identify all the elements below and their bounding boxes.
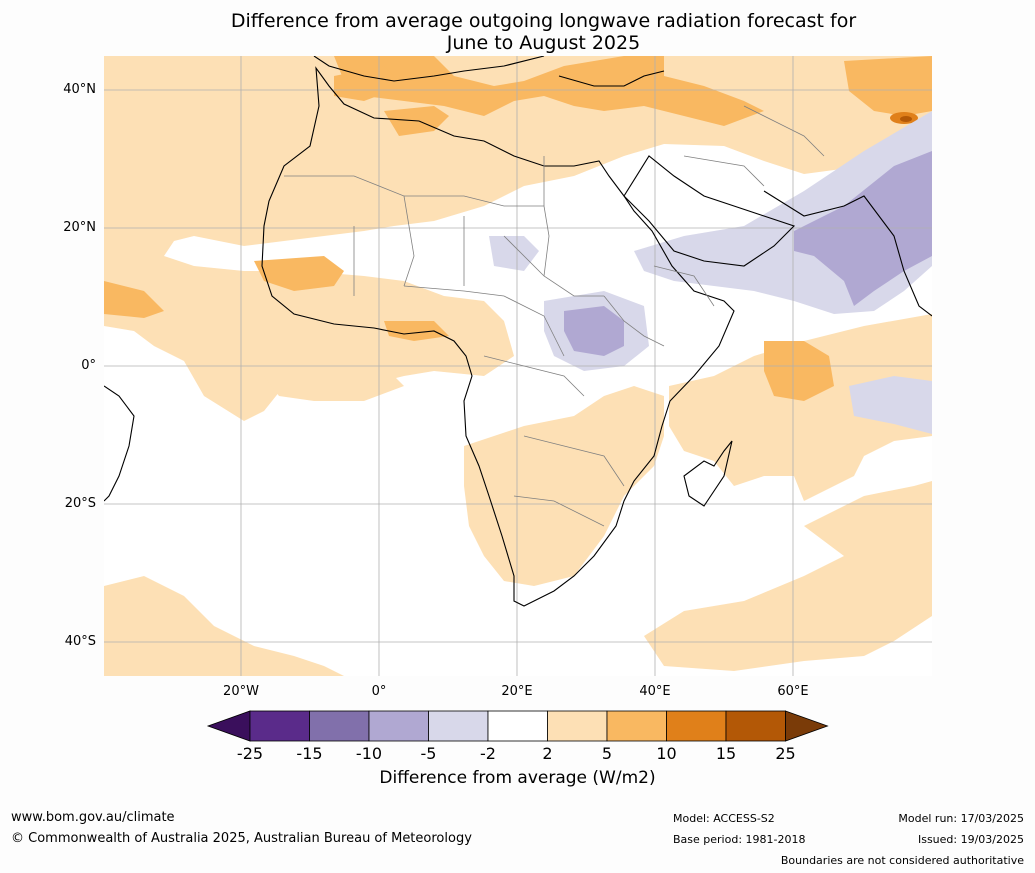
anomaly-map — [104, 56, 932, 676]
colorbar-segment — [249, 710, 310, 742]
base-period-text: Base period: 1981-2018 — [673, 833, 806, 846]
colorbar — [206, 710, 829, 742]
map-title: Difference from average outgoing longwav… — [0, 10, 1035, 54]
anomaly-2-to-5-fill — [104, 56, 932, 676]
website-link[interactable]: www.bom.gov.au/climate — [11, 810, 175, 825]
colorbar-segments — [206, 710, 829, 742]
colorbar-tick-label: 2 — [542, 744, 553, 763]
x-tick-label: 0° — [371, 684, 387, 699]
graticule — [104, 56, 932, 676]
colorbar-tick-label: 15 — [715, 744, 737, 763]
colorbar-segment — [666, 710, 727, 742]
y-tick-label: 0° — [81, 358, 96, 373]
colorbar-segment — [368, 710, 429, 742]
y-tick-label: 20°N — [63, 220, 96, 235]
map-svg — [104, 56, 932, 676]
model-text: Model: ACCESS-S2 — [673, 812, 775, 825]
colorbar-segment — [428, 710, 489, 742]
colorbar-segment — [606, 710, 667, 742]
colorbar-extend-low — [206, 710, 251, 742]
issued-text: Issued: 19/03/2025 — [917, 833, 1024, 846]
colorbar-tick-label: -2 — [480, 744, 496, 763]
y-tick-label: 20°S — [64, 496, 96, 511]
country-borders — [284, 105, 825, 527]
disclaimer-text: Boundaries are not considered authoritat… — [780, 854, 1024, 867]
x-tick-label: 60°E — [777, 684, 809, 699]
colorbar-title: Difference from average (W/m2) — [379, 768, 656, 788]
anomaly-15-to-25-spot — [900, 116, 912, 122]
map-title-line-2: June to August 2025 — [446, 32, 641, 54]
model-run-text: Model run: 17/03/2025 — [898, 812, 1024, 825]
coastlines — [104, 56, 932, 607]
x-tick-label: 20°E — [501, 684, 533, 699]
colorbar-segment — [547, 710, 608, 742]
colorbar-tick-label: -5 — [420, 744, 437, 763]
colorbar-tick-label: -15 — [296, 744, 323, 763]
colorbar-segment — [725, 710, 786, 742]
colorbar-segment — [309, 710, 370, 742]
copyright-text: © Commonwealth of Australia 2025, Austra… — [11, 831, 472, 846]
y-tick-label: 40°N — [63, 82, 96, 97]
y-tick-label: 40°S — [64, 634, 96, 649]
colorbar-tick-label: 5 — [601, 744, 613, 763]
anomaly-minus5-to-minus10-fill — [564, 151, 932, 356]
colorbar-segment — [487, 710, 548, 742]
colorbar-tick-label: 10 — [656, 744, 677, 763]
map-title-line-1: Difference from average outgoing longwav… — [230, 10, 857, 32]
x-tick-label: 20°W — [223, 684, 259, 699]
colorbar-tick-label: 25 — [775, 744, 796, 763]
colorbar-tick-label: -25 — [236, 744, 264, 763]
colorbar-extend-high — [785, 710, 829, 742]
anomaly-5-to-10-fill — [104, 56, 932, 401]
x-tick-label: 40°E — [639, 684, 671, 699]
colorbar-tick-label: -10 — [355, 744, 383, 763]
